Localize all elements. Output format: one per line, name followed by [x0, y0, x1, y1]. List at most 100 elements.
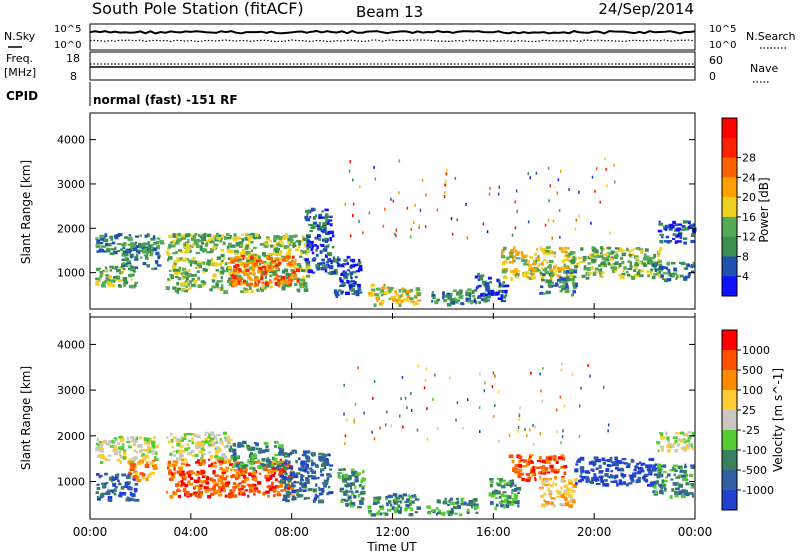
velocity-echo-region-15 [652, 463, 696, 499]
velocity-ytick-label: 4000 [57, 338, 85, 351]
time-tick-label: 16:00 [476, 525, 511, 539]
time-tick-label: 12:00 [375, 525, 410, 539]
power-colorbar: 4 8 12 16 20 24 28 [721, 117, 756, 297]
velocity-ytick-label: 2000 [57, 430, 85, 443]
power-echo-region-13 [652, 261, 696, 283]
freq-unit-label: [MHz] [4, 66, 36, 79]
power-swatch [722, 216, 737, 238]
nsky-line [89, 29, 696, 35]
power-swatch [722, 276, 737, 297]
power-echo-region-2 [121, 241, 162, 272]
velocity-echo-region-9 [426, 497, 479, 517]
power-cbar-tick-label: 4 [742, 270, 749, 283]
velocity-y-axis: 1000 2000 3000 4000 [57, 338, 695, 489]
power-cbar-tick-label: 28 [742, 152, 756, 165]
velocity-data [95, 362, 696, 517]
freq-tick-low: 8 [70, 70, 77, 83]
velocity-swatch [722, 350, 737, 371]
nsearch-label: N.Search [746, 30, 796, 43]
power-echo-region-6 [332, 255, 363, 298]
velocity-ylabel: Slant Range [km] [19, 366, 33, 470]
power-echo-region-12 [569, 246, 664, 280]
power-echo-region-0 [95, 264, 139, 289]
velocity-swatch [722, 330, 737, 351]
freq-label: Freq. [6, 52, 33, 65]
power-cbar-tick-label: 20 [742, 191, 756, 204]
velocity-ytick-label: 1000 [57, 476, 85, 489]
power-swatch [722, 236, 737, 257]
velocity-echo-region-12 [539, 477, 579, 508]
power-swatch [722, 118, 737, 139]
power-echo-region-5 [304, 207, 335, 276]
velocity-echo-region-0 [95, 472, 140, 502]
power-ytick-label: 1000 [57, 267, 85, 280]
power-echo-region-9 [473, 272, 510, 305]
power-ytick-label: 4000 [57, 134, 85, 147]
velocity-scatter-echoes [343, 362, 610, 446]
nave-tick-high: 60 [709, 54, 723, 67]
velocity-echo-region-11 [508, 454, 568, 482]
power-swatch [722, 197, 737, 218]
velocity-cbar-tick-label: -1000 [742, 484, 774, 497]
power-swatch [722, 157, 737, 178]
velocity-swatch [722, 410, 737, 431]
power-ylabel: Slant Range [km] [19, 160, 33, 264]
noise-tick-right-low: 10^0 [709, 40, 736, 51]
velocity-cbar-tick-label: -500 [742, 464, 767, 477]
power-swatch [722, 137, 737, 159]
velocity-cbar-tick-label: -25 [742, 424, 760, 437]
velocity-panel-frame [89, 316, 696, 520]
velocity-echo-region-13 [574, 456, 658, 488]
time-tick-label: 20:00 [577, 525, 612, 539]
power-echo-region-10 [501, 246, 572, 281]
velocity-swatch [722, 490, 737, 511]
velocity-cbar-tick-label: 500 [742, 364, 763, 377]
noise-tick-right-high: 10^5 [709, 24, 736, 35]
freq-tick-high: 18 [66, 52, 80, 65]
power-cbar-tick-label: 12 [742, 231, 756, 244]
time-tick-label: 08:00 [274, 525, 309, 539]
power-cbar-tick-label: 24 [742, 171, 756, 184]
power-ytick-label: 2000 [57, 222, 85, 235]
noise-panel [89, 23, 696, 51]
cpid-label: CPID [6, 89, 38, 103]
power-colorbar-label: Power [dB] [757, 177, 771, 242]
time-tick-label: 00:00 [73, 525, 108, 539]
cpid-text: normal (fast) -151 RF [93, 93, 238, 107]
velocity-colorbar: 1000 500 100 25 -25 -100 -500 -1000 [721, 329, 774, 511]
velocity-cbar-tick-label: 100 [742, 384, 763, 397]
date-label: 24/Sep/2014 [598, 0, 694, 18]
beam-label: Beam 13 [356, 3, 423, 21]
time-axis: 00:00 04:00 08:00 12:00 16:00 20:00 00:00 [73, 303, 713, 539]
freq-panel [89, 51, 696, 81]
velocity-echo-region-1 [95, 435, 159, 464]
velocity-cbar-tick-label: -100 [742, 444, 767, 457]
power-echo-region-14 [657, 220, 697, 245]
power-y-axis: 1000 2000 3000 4000 [57, 134, 695, 280]
velocity-echo-region-8 [367, 493, 421, 517]
power-echo-region-4 [230, 254, 300, 288]
power-swatch [722, 256, 737, 277]
velocity-swatch [722, 370, 737, 391]
velocity-echo-region-5 [229, 440, 289, 471]
plot-title: South Pole Station (fitACF) [92, 0, 304, 18]
time-tick-label: 04:00 [174, 525, 209, 539]
power-data [95, 157, 697, 308]
time-tick-label: 00:00 [678, 525, 713, 539]
velocity-swatch [722, 470, 737, 491]
time-axis-label: Time UT [366, 540, 417, 554]
velocity-colorbar-label: Velocity [m s^-1] [771, 368, 785, 472]
velocity-cbar-tick-label: 1000 [742, 344, 770, 357]
velocity-swatch [722, 390, 737, 411]
power-echo-region-7 [367, 283, 422, 308]
velocity-ytick-label: 3000 [57, 384, 85, 397]
power-panel: 1000 2000 3000 4000 [57, 112, 697, 310]
nave-label: Nave [750, 62, 778, 75]
noise-tick-left-high: 10^5 [54, 24, 81, 35]
velocity-echo-region-10 [488, 477, 522, 511]
power-ytick-label: 3000 [57, 178, 85, 191]
velocity-echo-region-6 [279, 449, 334, 504]
power-cbar-tick-label: 8 [742, 250, 749, 263]
velocity-swatch [722, 450, 737, 471]
